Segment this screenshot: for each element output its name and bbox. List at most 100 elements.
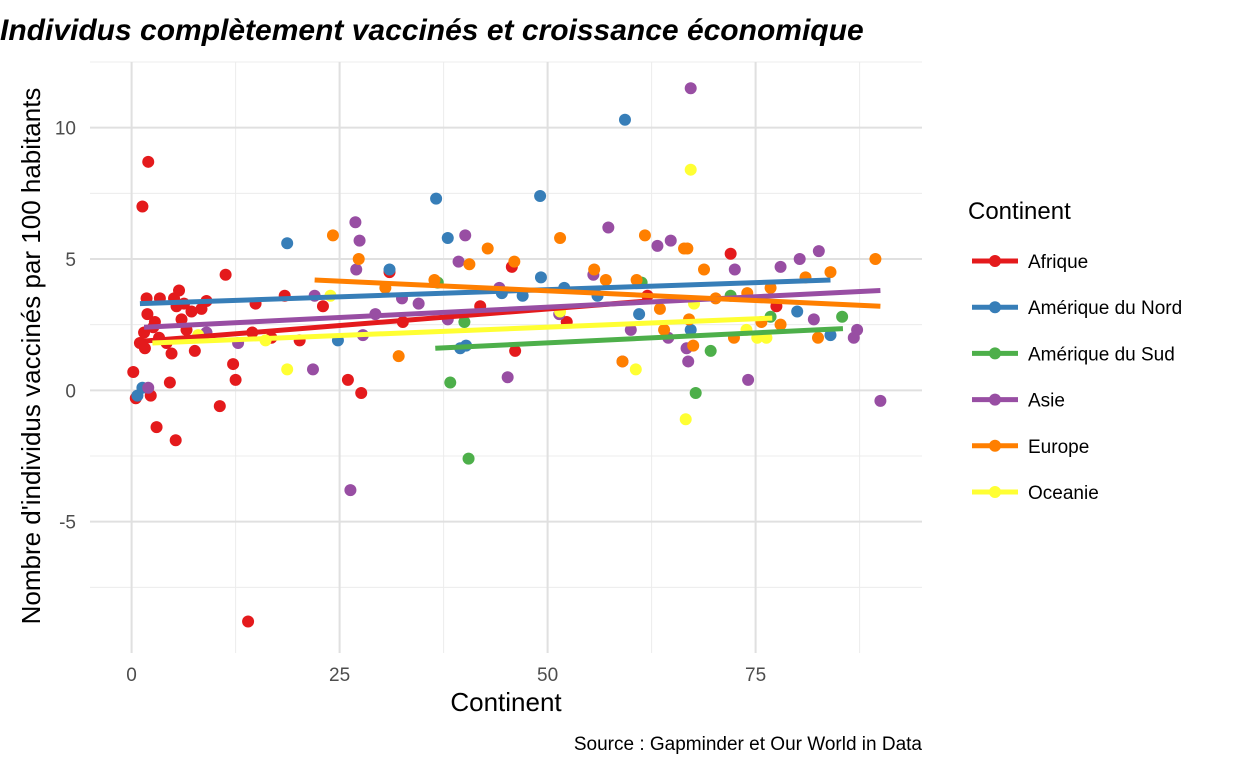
data-point	[353, 234, 366, 247]
legend-key-point	[989, 347, 1001, 360]
x-tick-label: 75	[745, 665, 766, 686]
data-point	[681, 242, 694, 255]
legend-item: Oceanie	[972, 483, 1099, 504]
data-point	[383, 263, 396, 276]
data-point	[684, 82, 697, 95]
trend-line	[139, 277, 831, 307]
x-tick-label: 25	[329, 665, 350, 686]
data-point	[588, 263, 601, 276]
data-point	[682, 355, 695, 368]
data-point	[728, 263, 741, 276]
data-point	[874, 394, 887, 407]
data-point	[689, 386, 702, 399]
data-point	[774, 260, 787, 273]
data-point	[742, 373, 755, 386]
legend-item: Afrique	[972, 252, 1088, 273]
data-point	[629, 363, 642, 376]
grid-lines	[90, 61, 922, 653]
data-point	[459, 229, 472, 242]
legend-item: Amérique du Nord	[972, 298, 1182, 319]
legend-label: Amérique du Sud	[1028, 344, 1175, 365]
data-point	[599, 274, 612, 287]
data-point	[352, 253, 365, 265]
trend-line	[143, 288, 881, 330]
data-point	[481, 242, 494, 255]
data-point	[684, 163, 697, 176]
data-point	[213, 400, 226, 413]
data-point	[458, 316, 471, 329]
x-tick-label: 0	[126, 665, 137, 686]
data-point	[350, 263, 363, 276]
data-point	[791, 305, 804, 318]
x-axis-ticks: 0 25 50 75	[126, 665, 766, 686]
data-point	[774, 318, 787, 331]
data-point	[724, 247, 737, 260]
legend-label: Amérique du Nord	[1028, 298, 1182, 319]
data-point	[169, 434, 182, 447]
data-point	[227, 358, 240, 371]
data-point	[824, 266, 837, 279]
legend-label: Europe	[1028, 437, 1089, 458]
data-point	[281, 237, 294, 250]
data-point	[229, 373, 242, 386]
chart-title: Individus complètement vaccinés et crois…	[0, 14, 864, 47]
x-axis-title: Continent	[450, 687, 562, 717]
data-point	[441, 231, 454, 244]
data-point	[188, 344, 201, 357]
data-point	[851, 323, 864, 336]
data-point	[142, 155, 155, 168]
data-point	[412, 297, 425, 310]
data-point	[127, 365, 140, 378]
y-axis-title: Nombre d'individus vaccinés par 100 habi…	[16, 88, 46, 625]
data-point	[142, 381, 155, 394]
data-point	[341, 373, 354, 386]
data-point	[679, 413, 692, 426]
y-tick-label: 5	[65, 250, 76, 271]
data-point	[173, 284, 186, 297]
data-point	[633, 308, 646, 321]
data-point	[624, 323, 637, 336]
data-point	[602, 221, 615, 234]
y-tick-label: 0	[65, 381, 76, 402]
data-point	[326, 229, 339, 242]
data-point	[452, 255, 465, 268]
data-point	[824, 329, 837, 342]
data-point	[185, 305, 198, 318]
trend-line	[152, 315, 773, 346]
data-point	[664, 234, 677, 247]
data-point	[392, 350, 405, 363]
data-point	[651, 239, 664, 252]
data-point	[534, 189, 547, 202]
x-tick-label: 50	[537, 665, 558, 686]
data-point	[355, 386, 368, 399]
data-point	[812, 331, 824, 344]
data-point	[658, 323, 671, 336]
legend-label: Oceanie	[1028, 483, 1099, 504]
data-point	[764, 281, 777, 294]
legend-key-point	[989, 486, 1001, 498]
data-point	[687, 339, 700, 352]
data-point	[638, 229, 651, 242]
data-point	[807, 313, 820, 326]
legend-key-point	[989, 439, 1001, 452]
trend-line	[435, 326, 844, 351]
data-point	[836, 310, 849, 323]
trend-line	[314, 277, 881, 309]
legend-key-point	[989, 255, 1001, 267]
data-point	[653, 302, 666, 315]
data-point	[463, 258, 476, 271]
legend-title: Continent	[968, 198, 1071, 225]
data-point	[698, 263, 711, 276]
data-point	[812, 245, 825, 258]
legend-item: Europe	[972, 437, 1089, 458]
data-point	[462, 452, 475, 465]
data-point	[508, 255, 521, 268]
chart-caption: Source : Gapminder et Our World in Data	[574, 734, 923, 755]
data-point	[242, 615, 255, 628]
trend-lines	[135, 277, 881, 351]
data-point	[793, 253, 806, 265]
data-point	[141, 308, 154, 321]
data-point	[684, 323, 697, 336]
legend: Continent Afrique Amérique du Nord Amériqu…	[968, 198, 1182, 504]
data-point	[618, 113, 631, 126]
